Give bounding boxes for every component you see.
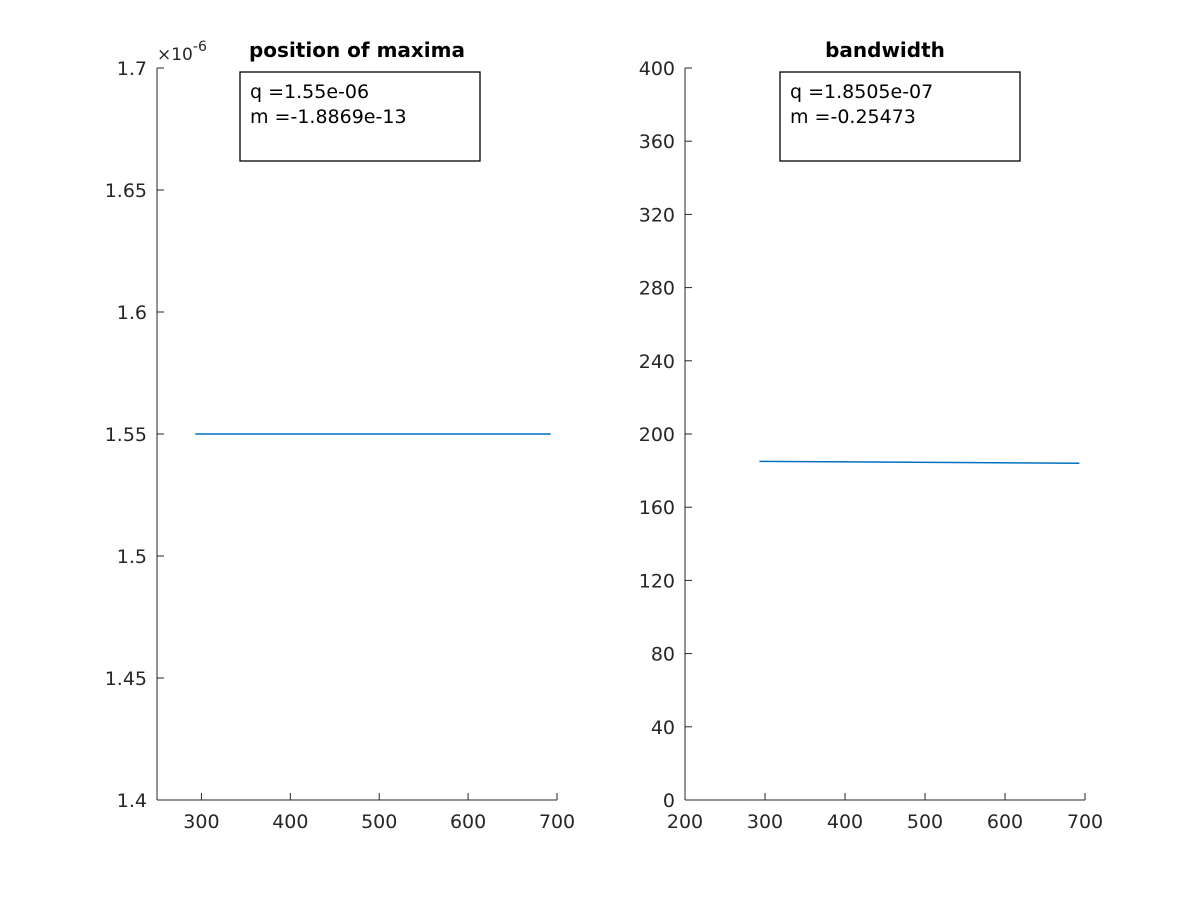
y-tick-label: 240: [639, 351, 675, 373]
x-tick-label: 200: [667, 811, 703, 833]
exponent-power: -6: [193, 39, 207, 55]
annotation-box: [779, 71, 1021, 162]
annotation-line: q =1.8505e-07: [790, 81, 933, 103]
axes-position-of-maxima: 1.4 1.45 1.5 1.55 1.6 1.65 1.7 300 400 500 600 700 ×…: [105, 38, 575, 833]
y-tick-label: 280: [639, 278, 675, 300]
x-tick-label: 500: [907, 811, 943, 833]
x-tick-label: 400: [827, 811, 863, 833]
y-tick-label: 1.55: [105, 424, 147, 446]
x-tick-label: 300: [747, 811, 783, 833]
y-axis-exponent: ×10-6: [157, 39, 207, 65]
chart-title: position of maxima: [249, 38, 465, 62]
x-tick-label: 300: [183, 811, 219, 833]
y-tick-label: 400: [639, 58, 675, 80]
annotation-line: q =1.55e-06: [250, 81, 369, 103]
y-tick-label: 1.45: [105, 668, 147, 690]
annotation-line: m =-0.25473: [790, 106, 916, 128]
y-tick-label: 80: [651, 644, 675, 666]
x-tick-label: 600: [987, 811, 1023, 833]
y-tick-label: 1.65: [105, 180, 147, 202]
y-tick-label: 1.7: [117, 58, 147, 80]
x-tick-label: 700: [539, 811, 575, 833]
y-tick-label: 1.4: [117, 790, 147, 812]
x-tick-label: 500: [361, 811, 397, 833]
exponent-prefix: ×10: [157, 45, 193, 65]
y-tick-label: 320: [639, 204, 675, 226]
y-tick-label: 160: [639, 497, 675, 519]
x-tick-label: 700: [1067, 811, 1103, 833]
y-tick-label: 120: [639, 570, 675, 592]
axes-bandwidth: 0 40 80 120 160 200 240 280 320 360 400 200 300 400 50…: [639, 38, 1103, 833]
y-tick-label: 0: [663, 790, 675, 812]
x-tick-label: 400: [272, 811, 308, 833]
y-tick-label: 1.6: [117, 302, 147, 324]
y-tick-label: 360: [639, 131, 675, 153]
annotation-box: [239, 71, 481, 162]
y-tick-label: 40: [651, 717, 675, 739]
y-tick-label: 1.5: [117, 546, 147, 568]
annotation-line: m =-1.8869e-13: [250, 106, 407, 128]
x-tick-label: 600: [450, 811, 486, 833]
series-line: [759, 460, 1080, 465]
chart-title: bandwidth: [825, 38, 945, 62]
y-tick-label: 200: [639, 424, 675, 446]
